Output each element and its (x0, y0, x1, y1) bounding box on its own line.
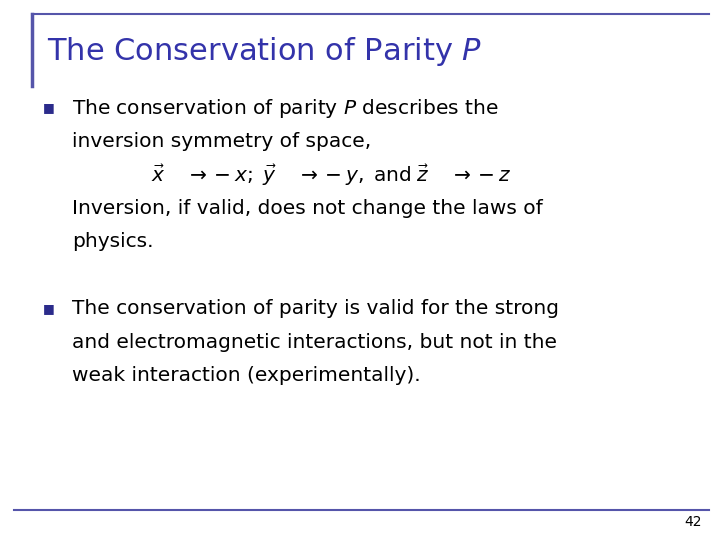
Text: $\vec{x}\;\;\;\;\rightarrow -x;\;\vec{y}\;\;\;\;\rightarrow -y,\;\mathrm{and}\;\: $\vec{x}\;\;\;\;\rightarrow -x;\;\vec{y}… (151, 162, 512, 188)
Text: Inversion, if valid, does not change the laws of: Inversion, if valid, does not change the… (72, 199, 543, 218)
Text: ■: ■ (43, 102, 55, 114)
Text: inversion symmetry of space,: inversion symmetry of space, (72, 132, 372, 151)
Text: physics.: physics. (72, 232, 153, 252)
Text: The Conservation of Parity $\mathit{P}$: The Conservation of Parity $\mathit{P}$ (47, 35, 482, 68)
Text: ■: ■ (43, 302, 55, 315)
Text: The conservation of parity $\mathit{P}$ describes the: The conservation of parity $\mathit{P}$ … (72, 97, 498, 119)
Text: The conservation of parity is valid for the strong: The conservation of parity is valid for … (72, 299, 559, 319)
Text: and electromagnetic interactions, but not in the: and electromagnetic interactions, but no… (72, 333, 557, 352)
Text: 42: 42 (685, 515, 702, 529)
Text: weak interaction (experimentally).: weak interaction (experimentally). (72, 366, 420, 386)
